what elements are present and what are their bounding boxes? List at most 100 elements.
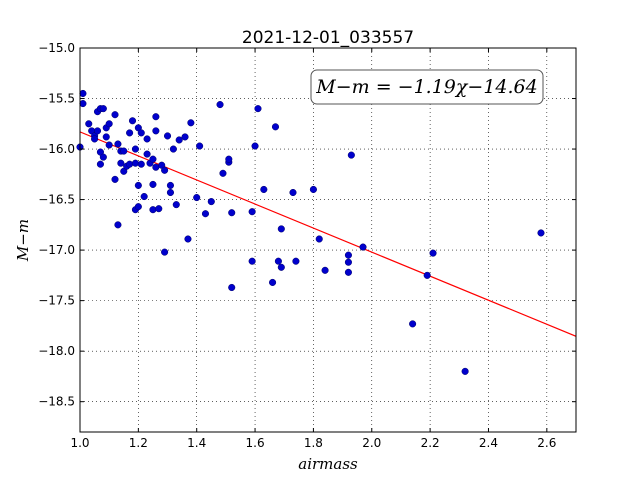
data-point: [289, 188, 297, 197]
data-point: [137, 129, 145, 137]
data-point: [315, 235, 323, 243]
data-point: [152, 127, 160, 135]
data-point: [126, 129, 134, 137]
data-point: [172, 201, 180, 209]
data-point: [137, 160, 145, 168]
data-point: [193, 194, 201, 202]
annotation-text: M−m = −1.19χ−14.64: [315, 76, 537, 98]
data-point: [166, 188, 174, 197]
data-point: [155, 205, 163, 213]
data-point: [114, 140, 122, 148]
data-point: [131, 159, 139, 167]
y-tick-label: −17.5: [38, 294, 75, 308]
data-point: [321, 266, 329, 274]
data-point: [175, 136, 183, 144]
data-point: [228, 283, 236, 292]
data-point: [99, 105, 107, 113]
y-tick-label: −18.5: [38, 395, 75, 409]
data-point: [120, 147, 128, 155]
x-tick-label: 2.0: [362, 436, 381, 450]
data-point: [423, 271, 431, 279]
data-point: [91, 135, 99, 143]
data-point: [277, 263, 285, 271]
fit-annotation: M−m = −1.19χ−14.64: [310, 69, 544, 105]
data-point: [219, 169, 227, 177]
data-point: [254, 105, 262, 113]
data-point: [111, 111, 119, 119]
y-tick-labels: −15.0 −15.5 −16.0 −16.5 −17.0 −17.5 −18.0 −18.5: [38, 41, 75, 409]
data-point: [114, 221, 122, 229]
data-point: [201, 210, 210, 218]
x-axis-label: airmass: [298, 455, 358, 473]
data-point: [149, 155, 157, 163]
data-point: [248, 208, 256, 216]
x-tick-labels: 1.0 1.2 1.4 1.6 1.8 2.0 2.2 2.4 2.6: [70, 436, 556, 450]
x-tick-label: 1.4: [187, 436, 206, 450]
data-point: [126, 160, 134, 168]
y-axis-label: M−m: [14, 219, 32, 262]
data-point: [131, 145, 139, 153]
data-point: [274, 257, 282, 265]
annotation-box: [310, 69, 544, 105]
data-point: [85, 120, 93, 128]
data-point: [99, 153, 107, 161]
data-point: [271, 123, 280, 131]
data-point: [134, 181, 142, 189]
x-tick-label: 1.6: [246, 436, 265, 450]
data-point: [102, 133, 110, 141]
data-point: [140, 192, 148, 201]
data-point: [269, 278, 277, 286]
data-point: [344, 258, 352, 266]
data-point: [161, 166, 169, 174]
data-points: [76, 89, 545, 375]
data-point: [184, 235, 192, 243]
data-point: [117, 159, 125, 167]
x-tick-label: 2.2: [421, 436, 440, 450]
y-tick-label: −15.0: [38, 41, 75, 55]
data-point: [344, 268, 352, 276]
data-point: [251, 142, 259, 150]
data-point: [79, 89, 87, 98]
data-point: [149, 180, 157, 188]
data-point: [166, 181, 174, 189]
x-tick-label: 2.4: [479, 436, 498, 450]
data-point: [216, 101, 224, 109]
data-point: [309, 185, 317, 194]
y-tick-label: −16.5: [38, 193, 75, 207]
data-point: [143, 135, 151, 143]
data-point: [128, 117, 137, 125]
data-point: [429, 249, 437, 257]
data-point: [96, 160, 104, 168]
data-point: [225, 155, 233, 163]
data-point: [409, 320, 417, 328]
x-tick-label: 1.8: [304, 436, 323, 450]
data-point: [277, 225, 285, 233]
chart-title: 2021-12-01_033557: [242, 28, 414, 48]
data-point: [143, 150, 151, 158]
plot-frame: [79, 47, 577, 433]
data-point: [134, 203, 142, 211]
x-tick-label: 2.6: [537, 436, 556, 450]
y-tick-label: −16.0: [38, 142, 75, 156]
grid-lines: [80, 48, 576, 432]
data-point: [228, 209, 236, 217]
data-point: [181, 133, 189, 141]
data-point: [260, 185, 268, 194]
data-point: [196, 142, 204, 150]
y-tick-label: −15.5: [38, 92, 75, 106]
data-point: [105, 141, 113, 149]
data-point: [248, 257, 256, 265]
y-tick-label: −17.0: [38, 243, 75, 257]
data-point: [207, 198, 215, 206]
data-point: [461, 367, 469, 375]
data-point: [152, 113, 160, 121]
data-point: [111, 175, 119, 183]
data-point: [79, 100, 87, 108]
x-tick-label: 1.2: [129, 436, 148, 450]
data-point: [163, 132, 172, 140]
axis-ticks: [79, 47, 576, 432]
data-point: [292, 257, 300, 265]
data-point: [93, 127, 102, 135]
data-point: [105, 120, 113, 128]
